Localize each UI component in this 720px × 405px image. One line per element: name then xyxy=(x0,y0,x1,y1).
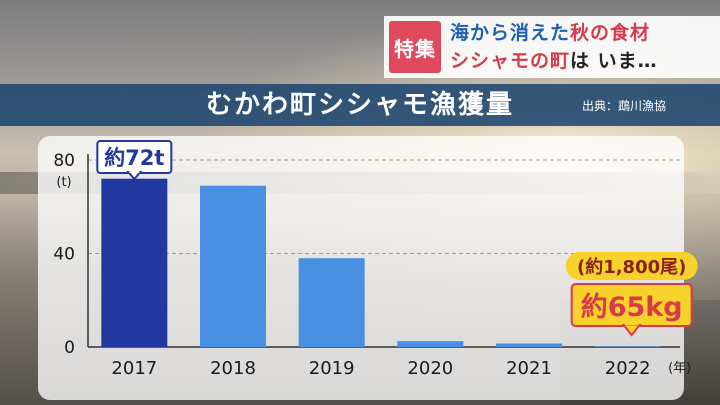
y-tick-label: 40 xyxy=(53,245,75,265)
feature-badge: 特集 xyxy=(389,21,441,73)
source-label: 出典：鵡川漁協 xyxy=(582,99,667,113)
caption-line-2: シシャモの町は いま… xyxy=(450,46,658,73)
annotation-2022-count: (約1,800尾) xyxy=(577,256,686,278)
bar-2021 xyxy=(496,343,562,347)
annotation-pointer-mask xyxy=(129,170,140,173)
caption-line-1: 海から消えた秋の食材 xyxy=(450,18,650,45)
x-tick-label: 2019 xyxy=(309,358,355,379)
bar-2018 xyxy=(200,185,266,347)
x-tick-label: 2017 xyxy=(111,358,157,379)
x-tick-label: 2018 xyxy=(210,358,256,379)
caption-line-1-part-1: 海から消えた xyxy=(450,22,571,44)
y-tick-label: 80 xyxy=(53,151,75,171)
bar-2019 xyxy=(298,258,365,347)
bar-2020 xyxy=(397,341,464,347)
y-axis-unit: (t) xyxy=(56,175,71,190)
x-tick-label: 2020 xyxy=(407,358,453,379)
x-tick-label: 2022 xyxy=(605,358,651,379)
title-bar xyxy=(0,84,720,126)
caption-line-1-part-2: 秋の食材 xyxy=(570,22,651,44)
bar-2017 xyxy=(101,178,168,347)
annotation-pointer-2022 xyxy=(621,324,642,337)
annotation-2017-value: 約72t xyxy=(104,146,164,170)
x-tick-label: 2021 xyxy=(506,358,552,379)
annotation-2022-weight: 約65kg xyxy=(581,291,683,323)
annotation-pointer-mask-2022 xyxy=(624,322,639,326)
caption-line-2-part-1: シシャモの町 xyxy=(450,50,571,72)
x-axis-unit: (年) xyxy=(668,361,691,376)
y-tick-label: 0 xyxy=(64,338,75,358)
chart-title: むかわ町シシャモ漁獲量 xyxy=(205,90,514,120)
caption-line-2-part-2: は いま… xyxy=(570,50,658,72)
annotation-pointer-2017 xyxy=(126,171,143,181)
annotation-pill-2022 xyxy=(565,252,698,280)
bar-2022 xyxy=(594,346,661,347)
